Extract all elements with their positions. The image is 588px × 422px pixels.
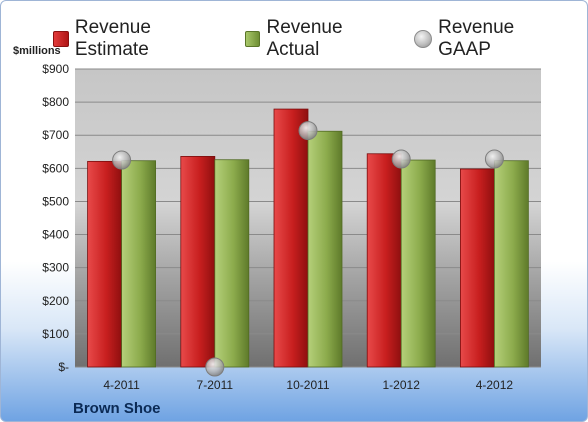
legend-item-estimate: Revenue Estimate: [53, 17, 229, 61]
bar-revenue-estimate: [273, 108, 309, 368]
point-revenue-gaap: [112, 150, 132, 170]
x-tick-label: 7-2011: [197, 378, 234, 392]
legend-item-actual: Revenue Actual: [244, 17, 399, 61]
y-tick-label: $800: [42, 95, 69, 109]
company-name: Brown Shoe: [73, 400, 161, 417]
y-tick-label: $-: [58, 360, 69, 374]
bar-revenue-actual: [400, 159, 436, 368]
x-tick-label: 10-2011: [286, 378, 329, 392]
point-revenue-gaap: [484, 149, 504, 169]
y-tick-label: $600: [42, 161, 69, 175]
x-tick-label: 4-2012: [476, 378, 514, 392]
legend-item-gaap: Revenue GAAP: [414, 17, 571, 61]
y-tick-label: $100: [42, 327, 69, 341]
legend-label-actual: Revenue Actual: [266, 17, 343, 60]
legend-swatch-gaap: [414, 30, 433, 48]
chart-legend: Revenue Estimate Revenue Actual Revenue …: [53, 17, 587, 61]
legend-label-estimate: Revenue Estimate: [74, 17, 151, 60]
bar-revenue-estimate: [459, 168, 495, 368]
point-revenue-gaap: [298, 121, 318, 141]
legend-swatch-estimate: [53, 31, 69, 47]
x-tick-label: 1-2012: [383, 378, 421, 392]
bar-revenue-actual: [214, 159, 250, 368]
bar-revenue-actual: [307, 130, 343, 368]
y-tick-label: $300: [42, 261, 69, 275]
y-axis-unit-label: $millions: [13, 45, 61, 57]
bar-revenue-estimate: [180, 156, 216, 368]
bar-revenue-actual: [493, 160, 529, 368]
point-revenue-gaap: [391, 149, 411, 169]
y-tick-label: $500: [42, 194, 69, 208]
y-tick-label: $400: [42, 228, 69, 242]
bar-revenue-estimate: [366, 153, 402, 368]
legend-label-gaap: Revenue GAAP: [438, 17, 515, 60]
bar-revenue-actual: [121, 160, 156, 368]
legend-swatch-actual: [244, 31, 261, 47]
x-tick-label: 4-2011: [103, 378, 140, 392]
point-revenue-gaap: [205, 357, 225, 377]
y-tick-label: $900: [42, 62, 69, 76]
y-tick-label: $200: [42, 294, 69, 308]
y-tick-label: $700: [42, 128, 69, 142]
bar-revenue-estimate: [87, 160, 122, 368]
